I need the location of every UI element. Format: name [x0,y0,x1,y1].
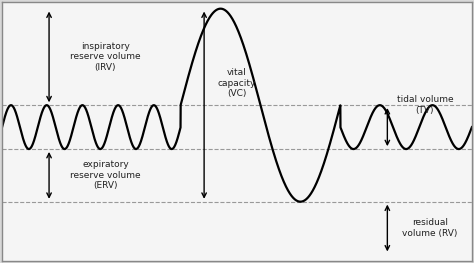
Text: tidal volume
(TV): tidal volume (TV) [397,95,453,115]
Text: expiratory
reserve volume
(ERV): expiratory reserve volume (ERV) [70,160,141,190]
Text: vital
capacity
(VC): vital capacity (VC) [218,68,256,98]
Text: inspiratory
reserve volume
(IRV): inspiratory reserve volume (IRV) [70,42,141,72]
Text: residual
volume (RV): residual volume (RV) [402,218,457,238]
